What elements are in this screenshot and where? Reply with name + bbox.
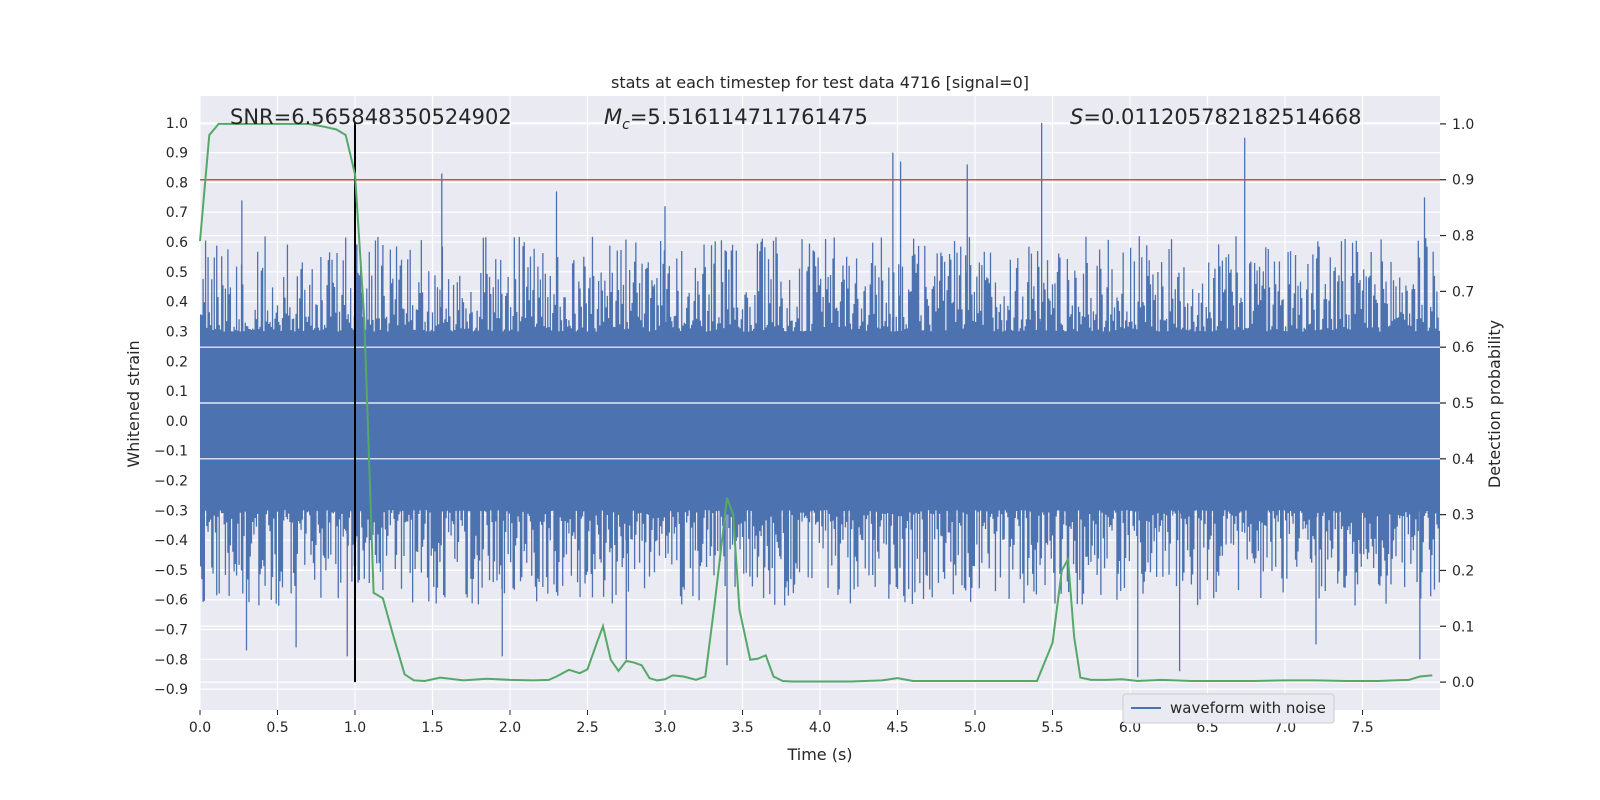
x-tick-label: 5.0 — [964, 720, 986, 736]
left-y-tick-label: 0.8 — [166, 175, 188, 191]
right-y-tick-label: 0.0 — [1452, 675, 1474, 691]
right-y-tick-label: 1.0 — [1452, 117, 1474, 133]
x-tick-label: 7.0 — [1274, 720, 1296, 736]
left-y-tick-label: 0.9 — [166, 146, 188, 162]
chart-title: stats at each timestep for test data 471… — [611, 73, 1029, 92]
right-y-tick-label: 0.5 — [1452, 396, 1474, 412]
x-tick-label: 0.0 — [189, 720, 211, 736]
left-y-tick-label: −0.2 — [154, 473, 188, 489]
left-y-axis-label: Whitened strain — [124, 340, 143, 467]
left-y-tick-label: 0.7 — [166, 205, 188, 221]
x-tick-label: 6.5 — [1196, 720, 1218, 736]
left-y-tick-label: 0.5 — [166, 265, 188, 281]
right-y-tick-label: 0.6 — [1452, 340, 1474, 356]
left-y-tick-label: −0.9 — [154, 682, 188, 698]
right-y-tick-label: 0.4 — [1452, 452, 1474, 468]
right-y-tick-label: 0.3 — [1452, 508, 1474, 524]
right-y-tick-label: 0.8 — [1452, 229, 1474, 245]
x-tick-label: 5.5 — [1041, 720, 1063, 736]
left-y-tick-label: −0.4 — [154, 533, 188, 549]
x-tick-label: 1.5 — [421, 720, 443, 736]
chirp-mass-subscript: c — [622, 117, 630, 133]
legend-label: waveform with noise — [1170, 699, 1326, 717]
left-y-tick-label: −0.5 — [154, 563, 188, 579]
right-y-tick-label: 0.1 — [1452, 619, 1474, 635]
x-tick-label: 2.0 — [499, 720, 521, 736]
legend-box — [1122, 693, 1335, 724]
x-tick-label: 7.5 — [1351, 720, 1373, 736]
waveform-with-noise-series — [199, 122, 1441, 678]
statistic-annotation: S=0.011205782182514668 — [1070, 105, 1361, 129]
x-tick-label: 4.0 — [809, 720, 831, 736]
right-y-tick-label: 0.9 — [1452, 173, 1474, 189]
waveform-dense-band — [200, 343, 1440, 505]
x-tick-label: 3.5 — [731, 720, 753, 736]
x-axis-label: Time (s) — [786, 745, 852, 764]
left-y-tick-label: 0.2 — [166, 354, 188, 370]
right-y-tick-label: 0.7 — [1452, 284, 1474, 300]
left-y-tick-label: 0.4 — [166, 295, 188, 311]
chirp-mass-annotation: Mc=5.516114711761475 — [604, 105, 868, 133]
left-y-tick-label: −0.6 — [154, 593, 188, 609]
left-y-tick-label: −0.3 — [154, 503, 188, 519]
right-y-tick-label: 0.2 — [1452, 563, 1474, 579]
left-y-tick-label: −0.7 — [154, 623, 188, 639]
left-y-axis-ticks: −0.9 −0.8 −0.7 −0.6 −0.5 −0.4 −0.3 −0.2 −0.1 0.0 0… — [154, 116, 188, 698]
left-y-tick-label: 0.1 — [166, 384, 188, 400]
detection-probability-line — [199, 122, 1433, 683]
left-y-tick-label: −0.1 — [154, 444, 188, 460]
right-y-axis-ticks: 0.0 0.1 0.2 0.3 0.4 0.5 0.6 0.7 0.8 0.9 1.0 — [1440, 117, 1474, 691]
x-tick-label: 6.0 — [1119, 720, 1141, 736]
right-y-axis-label: Detection probability — [1485, 320, 1504, 488]
chirp-mass-value: =5.516114711761475 — [630, 105, 868, 129]
legend: waveform with noise — [1122, 693, 1335, 724]
chirp-mass-symbol: M — [604, 105, 622, 129]
x-tick-label: 3.0 — [654, 720, 676, 736]
left-y-tick-label: 0.6 — [166, 235, 188, 251]
x-tick-label: 4.5 — [886, 720, 908, 736]
statistic-value: =0.011205782182514668 — [1083, 105, 1361, 129]
left-y-tick-label: 0.3 — [166, 324, 188, 340]
x-axis-ticks: 0.0 0.5 1.0 1.5 2.0 2.5 3.0 3.5 4.0 4.5 5.0 5.5 6.0 6… — [189, 710, 1374, 736]
left-y-tick-label: 0.0 — [166, 414, 188, 430]
x-tick-label: 2.5 — [576, 720, 598, 736]
snr-annotation: SNR=6.565848350524902 — [230, 105, 512, 129]
x-tick-label: 1.0 — [344, 720, 366, 736]
x-tick-label: 0.5 — [266, 720, 288, 736]
left-y-tick-label: −0.8 — [154, 652, 188, 668]
left-y-tick-label: 1.0 — [166, 116, 188, 132]
statistic-symbol: S — [1070, 105, 1083, 129]
